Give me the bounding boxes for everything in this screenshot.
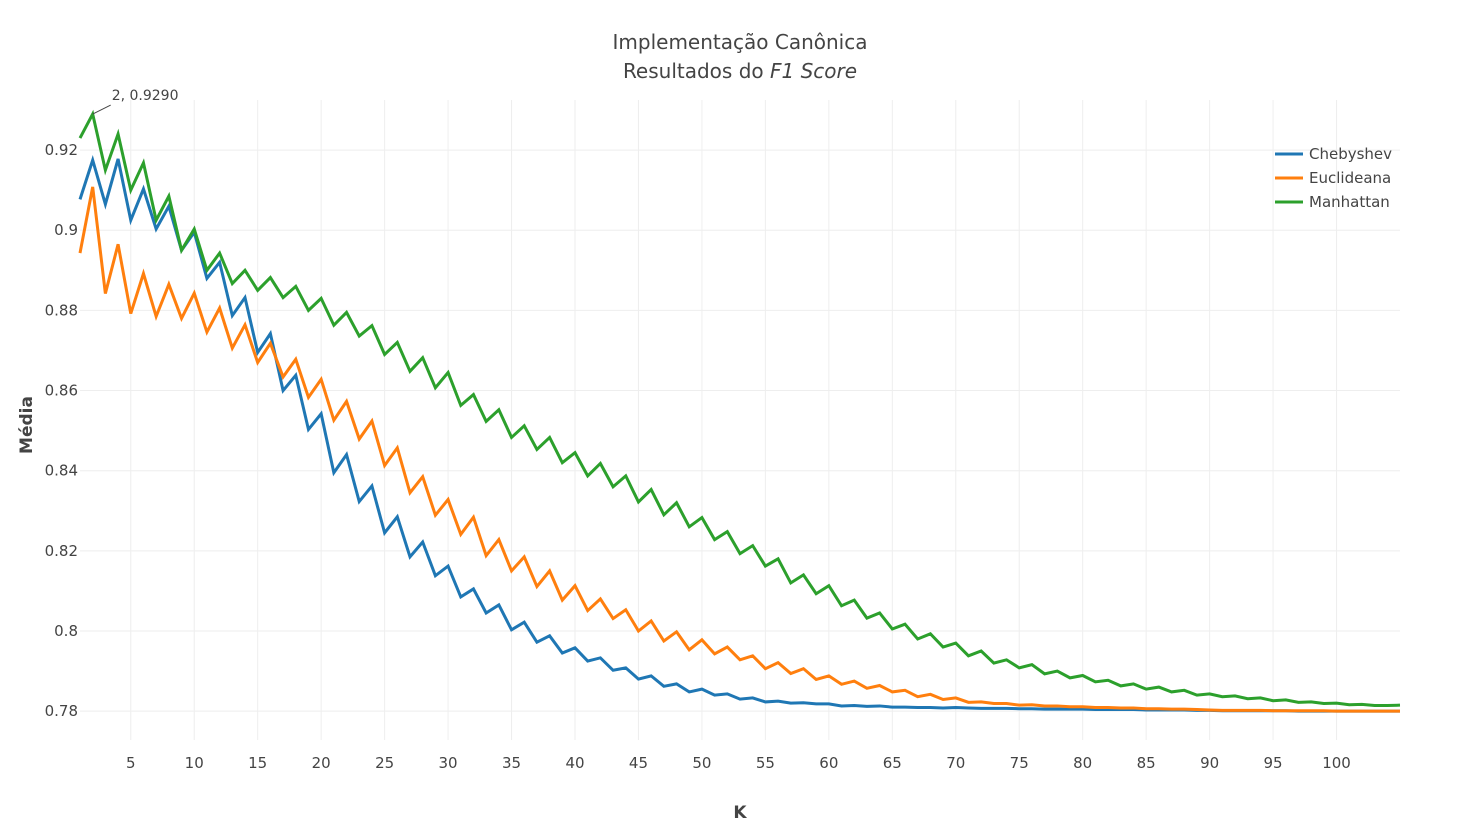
y-tick-label: 0.92: [45, 141, 78, 159]
peak-annotation: 2, 0.9290: [92, 88, 179, 115]
y-tick-label: 0.86: [45, 382, 78, 400]
x-tick-label: 60: [819, 754, 838, 772]
y-tick-label: 0.88: [45, 301, 78, 319]
x-tick-label: 15: [248, 754, 267, 772]
x-tick-label: 40: [565, 754, 584, 772]
y-tick-label: 0.84: [45, 462, 78, 480]
x-axis-title: K: [733, 803, 747, 823]
series-lines: [78, 109, 1401, 713]
legend-item-chebyshev: Chebyshev: [1309, 145, 1392, 163]
series-line-manhattan: [78, 109, 1401, 708]
x-tick-label: 75: [1010, 754, 1029, 772]
chart-subtitle: Resultados do F1 Score: [623, 59, 857, 83]
legend-item-manhattan: Manhattan: [1309, 193, 1390, 211]
x-tick-label: 95: [1264, 754, 1283, 772]
x-tick-label: 10: [185, 754, 204, 772]
x-tick-label: 65: [883, 754, 902, 772]
axis-ticks: 5 10 15 20 25 30 35 40 45 50 55 60 65 70 75 80 85 90 95 100…: [45, 141, 1351, 772]
y-tick-label: 0.78: [45, 702, 78, 720]
x-tick-label: 100: [1322, 754, 1351, 772]
x-tick-label: 50: [692, 754, 711, 772]
y-tick-label: 0.8: [54, 622, 78, 640]
annotation-label: 2, 0.9290: [112, 88, 179, 104]
annotation-arrow: [92, 104, 111, 115]
series-line-chebyshev: [78, 154, 1400, 713]
y-tick-label: 0.82: [45, 542, 78, 560]
y-axis-title: Média: [17, 396, 37, 454]
x-tick-label: 45: [629, 754, 648, 772]
x-tick-label: 55: [756, 754, 775, 772]
x-tick-label: 20: [312, 754, 331, 772]
chart-subtitle-prefix: Resultados do: [623, 59, 770, 83]
x-tick-label: 80: [1073, 754, 1092, 772]
chart-subtitle-emphasis: F1 Score: [770, 59, 857, 83]
legend: Chebyshev Euclideana Manhattan: [1275, 145, 1392, 211]
chart-title: Implementação Canônica: [613, 30, 868, 54]
x-tick-label: 90: [1200, 754, 1219, 772]
series-line-euclideana: [78, 186, 1400, 713]
x-tick-label: 30: [439, 754, 458, 772]
x-tick-label: 35: [502, 754, 521, 772]
x-tick-label: 5: [126, 754, 136, 772]
x-tick-label: 85: [1137, 754, 1156, 772]
legend-item-euclideana: Euclideana: [1309, 169, 1391, 187]
y-tick-label: 0.9: [54, 221, 78, 239]
grid: [80, 100, 1400, 740]
x-tick-label: 25: [375, 754, 394, 772]
x-tick-label: 70: [946, 754, 965, 772]
